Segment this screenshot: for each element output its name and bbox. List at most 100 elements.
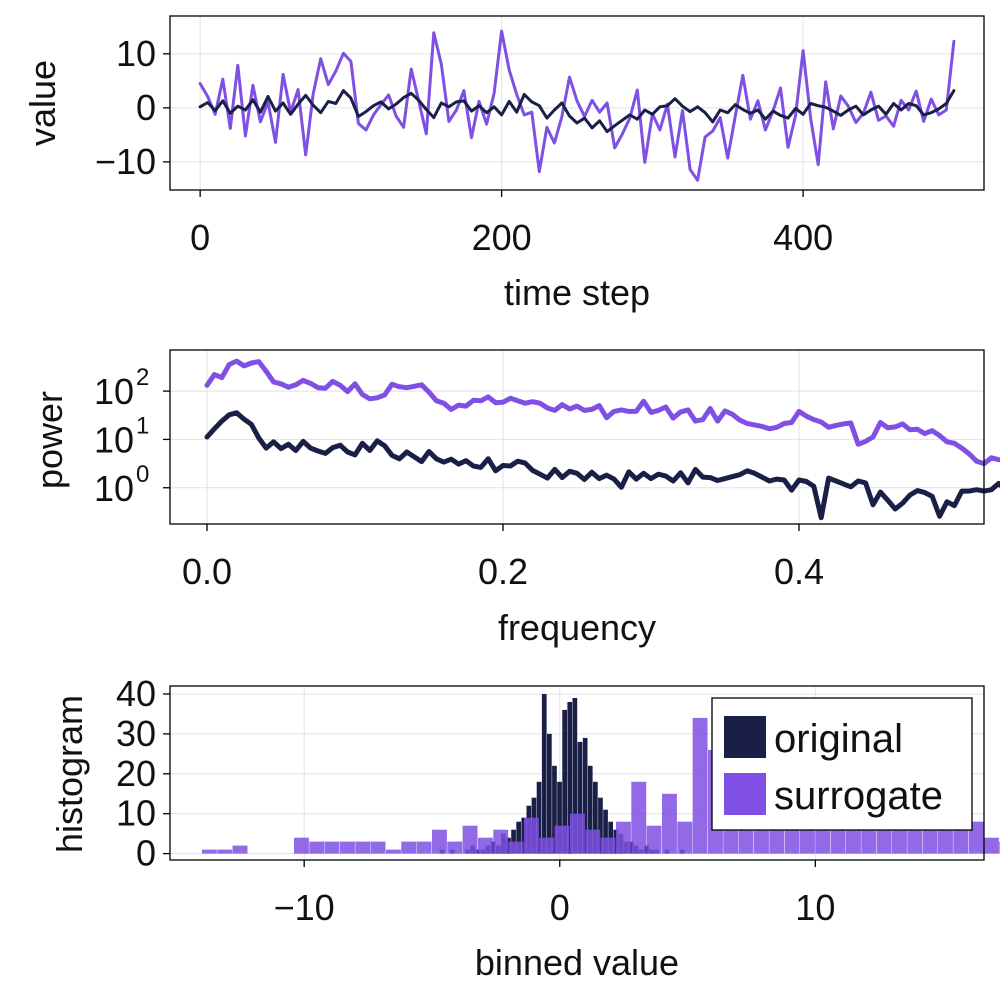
hist-bar-original	[490, 841, 496, 854]
hist-bar-surrogate	[432, 829, 447, 854]
y-tick-exponent: 2	[136, 364, 149, 391]
time-series-xlabel: time step	[504, 272, 650, 313]
time-series-panel: 0 200 400 10 0 −10 time step value	[22, 15, 985, 313]
legend-swatch-original	[724, 716, 766, 758]
hist-bar-surrogate	[616, 821, 631, 854]
y-tick-label: 10	[94, 371, 134, 412]
legend: original surrogate	[711, 697, 973, 831]
hist-bar-surrogate	[294, 837, 309, 854]
series-line-surrogate	[198, 29, 956, 182]
hist-bar-surrogate	[677, 821, 693, 854]
hist-bar-surrogate	[370, 841, 386, 854]
x-tick-label: −10	[274, 887, 335, 928]
hist-bar-original	[567, 702, 573, 854]
hist-bar-original	[562, 709, 567, 854]
time-series-ticks: 0 200 400 10 0 −10	[95, 33, 833, 258]
histogram-frame	[169, 685, 985, 861]
y-tick-exponent: 1	[136, 412, 149, 439]
hist-bar-surrogate	[324, 841, 340, 854]
hist-bar-original	[475, 849, 481, 854]
hist-bar-surrogate	[340, 841, 355, 854]
hist-bar-surrogate	[662, 793, 677, 854]
hist-bar-surrogate	[401, 841, 417, 854]
x-tick-label: 0	[190, 217, 210, 258]
hist-bar-surrogate	[309, 841, 325, 854]
series-line-original	[198, 89, 956, 134]
x-tick-label: 10	[795, 887, 835, 928]
series-line-surrogate	[204, 358, 1000, 467]
legend-label-original: original	[774, 717, 903, 761]
spectrum-frame	[169, 349, 985, 525]
x-tick-label: 0	[550, 887, 570, 928]
hist-bar-original	[506, 837, 511, 854]
hist-bar-original	[516, 821, 521, 854]
hist-bar-surrogate	[984, 837, 999, 854]
hist-bar-original	[628, 841, 634, 854]
histogram-ylabel: histogram	[49, 695, 90, 853]
hist-bar-original	[552, 765, 557, 854]
hist-bar-surrogate	[539, 837, 555, 854]
legend-swatch-surrogate	[724, 773, 766, 815]
hist-bar-surrogate	[585, 829, 601, 854]
hist-bar-surrogate	[232, 845, 248, 854]
hist-bar-original	[603, 809, 608, 854]
hist-bar-original	[613, 829, 619, 854]
hist-bar-original	[536, 781, 542, 854]
hist-bar-original	[593, 781, 598, 854]
hist-bar-surrogate	[462, 825, 478, 854]
hist-bar-surrogate	[508, 841, 524, 854]
y-tick-label: 10	[116, 793, 156, 834]
hist-bar-surrogate	[631, 781, 647, 854]
hist-bar-surrogate	[493, 829, 509, 854]
hist-bar-original	[577, 741, 583, 854]
y-tick-label: 0	[136, 833, 156, 874]
hist-bar-surrogate	[692, 717, 708, 854]
hist-bar-original	[582, 737, 588, 854]
hist-bar-surrogate	[386, 849, 401, 854]
hist-bar-original	[521, 817, 527, 854]
hist-bar-surrogate	[554, 825, 570, 854]
hist-bar-surrogate	[600, 837, 616, 854]
y-tick-label: 10	[94, 468, 134, 509]
hist-bar-original	[541, 694, 547, 854]
hist-bar-surrogate	[570, 813, 585, 854]
hist-bar-surrogate	[201, 849, 217, 854]
y-tick-label: 40	[116, 673, 156, 714]
hist-bar-surrogate	[217, 849, 233, 854]
x-tick-label: 200	[472, 217, 532, 258]
legend-label-surrogate: surrogate	[774, 774, 943, 818]
spectrum-ylabel: power	[29, 391, 70, 489]
time-series-series	[198, 29, 956, 182]
series-line-original	[204, 410, 1000, 521]
hist-bar-surrogate	[416, 841, 432, 854]
hist-bar-original	[547, 733, 552, 854]
hist-bar-surrogate	[355, 841, 371, 854]
hist-bar-original	[572, 698, 578, 854]
spectrum-xlabel: frequency	[498, 607, 656, 648]
hist-bar-original	[608, 821, 613, 854]
y-tick-exponent: 0	[136, 461, 149, 488]
hist-bar-surrogate	[953, 825, 969, 854]
hist-bar-original	[557, 781, 562, 854]
x-tick-label: 0.4	[774, 551, 824, 592]
spectrum-series	[204, 358, 1000, 521]
x-tick-label: 0.2	[478, 551, 528, 592]
hist-bar-original	[598, 797, 603, 854]
y-tick-label: 20	[116, 753, 156, 794]
histogram-xlabel: binned value	[475, 942, 679, 983]
hist-bar-surrogate	[447, 841, 463, 854]
hist-bar-surrogate	[646, 825, 662, 854]
hist-bar-original	[587, 765, 593, 854]
x-tick-label: 400	[773, 217, 833, 258]
time-series-ylabel: value	[22, 60, 63, 146]
y-tick-label: 30	[116, 713, 156, 754]
y-tick-label: 0	[136, 87, 156, 128]
hist-bar-original	[644, 845, 649, 854]
y-tick-label: −10	[95, 141, 156, 182]
hist-bar-surrogate	[524, 817, 539, 854]
